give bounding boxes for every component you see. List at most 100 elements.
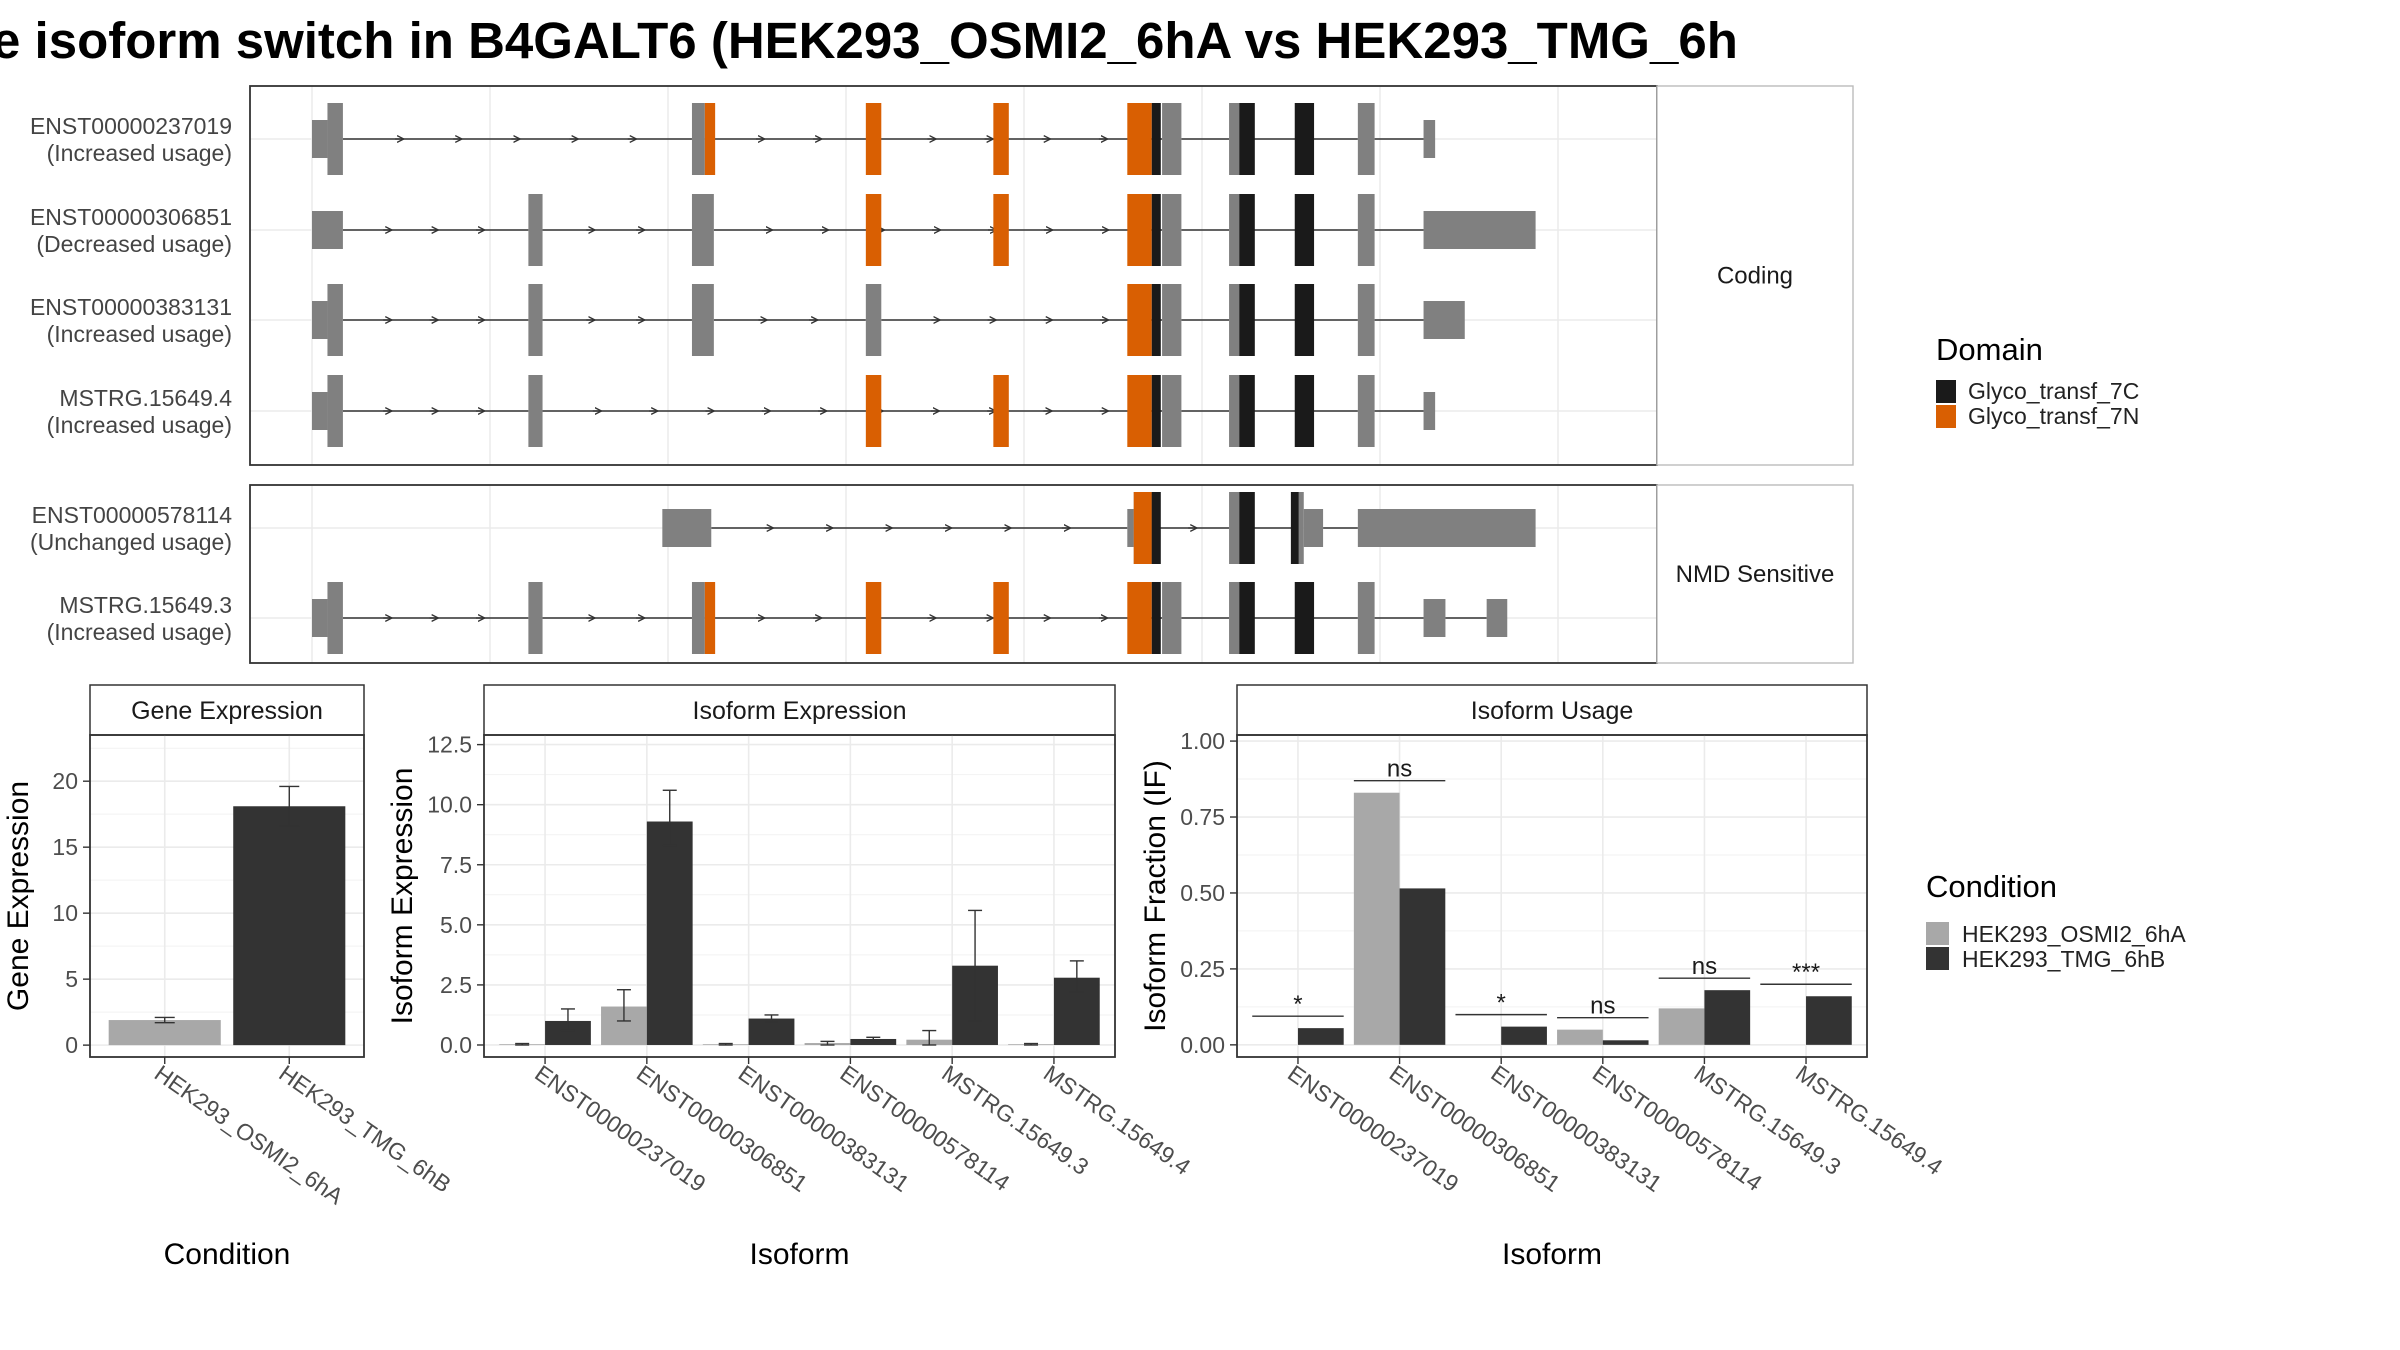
coding-exon [1162,103,1182,175]
utr-exon [1127,509,1134,547]
chart-border [89,734,365,1058]
bar-ENST00000578114-0 [1557,1029,1603,1045]
chart-bars [108,785,346,1046]
x-axis: ENST00000237019ENST00000306851ENST000003… [530,1057,1196,1197]
y-tick-label: 15 [52,834,78,860]
transcript-id-label: ENST00000578114 [32,502,233,528]
domain-glyco-transf-7n [865,582,882,654]
domain-legend-key [1936,380,1956,403]
chart-bars [499,789,1100,1046]
transcript-id-label: MSTRG.15649.3 [59,592,232,618]
coding-exon [691,582,705,654]
utr-exon [1423,599,1446,637]
utr-exon [312,120,328,158]
chart-title: Isoform Expression [693,697,907,725]
domain-glyco-transf-7n [993,194,1009,266]
transcript-usage-label: (Increased usage) [47,140,232,166]
domain-glyco-transf-7c [1294,284,1315,356]
domain-glyco-transf-7n [1133,492,1152,564]
coding-exon [327,582,343,654]
domain-glyco-transf-7n [865,103,882,175]
coding-exon [691,284,714,356]
coding-exon [528,582,543,654]
domain-glyco-transf-7n [865,375,882,447]
domain-glyco-transf-7c [1151,194,1161,266]
domain-legend-title: Domain [1936,332,2043,367]
domain-glyco-transf-7c [1290,492,1299,564]
x-tick-label: ENST00000383131 [734,1060,914,1197]
y-axis: 0 5 10 15 20 [52,768,90,1058]
coding-exon [327,375,343,447]
bar-HEK293_OSMI2_6hA [108,1020,221,1046]
coding-exon [1357,582,1375,654]
y-axis: 0.00 0.25 0.50 0.75 1.00 [1180,728,1237,1058]
x-tick-label: ENST00000383131 [1486,1060,1666,1197]
transcript-MSTRG.15649.3: MSTRG.15649.3(Increased usage) [47,582,1508,654]
domain-glyco-transf-7c [1294,582,1315,654]
y-tick-label: 0.00 [1180,1032,1225,1058]
coding-exon [1357,284,1375,356]
y-tick-label: 5 [65,966,78,992]
bar-ENST00000383131-1 [748,1018,795,1045]
y-tick-label: 10.0 [427,792,472,818]
x-axis-label: Isoform [749,1238,849,1271]
domain-glyco-transf-7n [1127,284,1152,356]
utr-exon [1423,301,1465,339]
y-tick-label: 0.75 [1180,804,1225,830]
coding-exon [1357,194,1375,266]
utr-exon [1423,392,1436,430]
domain-glyco-transf-7c [1239,375,1255,447]
chart-border [483,734,1116,1058]
domain-glyco-transf-7n [993,375,1009,447]
significance-label: ns [1387,756,1412,783]
y-tick-label: 0 [65,1032,78,1058]
bar-MSTRG.15649.3-1 [1704,990,1751,1045]
coding-exon [528,194,543,266]
chart-border [1236,734,1868,1058]
bar-MSTRG.15649.4-1 [1806,996,1852,1045]
transcript-id-label: MSTRG.15649.4 [59,385,232,411]
domain-glyco-transf-7c [1239,492,1255,564]
bar-ENST00000306851-1 [646,821,693,1045]
domain-glyco-transf-7n [993,582,1009,654]
x-axis: ENST00000237019ENST00000306851ENST000003… [1283,1057,1948,1197]
domain-glyco-transf-7c [1239,103,1255,175]
y-tick-label: 12.5 [427,732,472,758]
condition-legend-label: HEK293_TMG_6hB [1962,946,2165,972]
domain-glyco-transf-7c [1294,375,1315,447]
utr-exon [1303,509,1324,547]
significance-label: ns [1590,993,1615,1020]
domain-glyco-transf-7c [1151,375,1161,447]
coding-exon [691,103,705,175]
domain-glyco-transf-7n [704,103,716,175]
bar-MSTRG.15649.3-0 [1658,1008,1705,1045]
domain-legend-label: Glyco_transf_7N [1968,403,2139,429]
x-tick-label: ENST00000237019 [530,1060,710,1197]
condition-legend-key [1926,947,1949,970]
condition-legend-title: Condition [1926,869,2057,904]
isoform-usage-chart: Isoform Usage * ns * ns ns *** 0.00 0.25 0.50 0.75… [1139,684,1948,1271]
coding-exon [691,194,714,266]
chart-strip [483,684,1116,736]
y-axis-label: Isoform Expression [386,768,419,1025]
significance-label: * [1293,991,1302,1018]
transcript-usage-label: (Increased usage) [47,412,232,438]
coding-exon [1357,103,1375,175]
x-axis-label: Isoform [1502,1238,1602,1271]
y-axis: 0.0 2.5 5.0 7.5 10.0 12.5 [427,732,484,1058]
chart-title: Isoform Usage [1471,697,1634,725]
transcript-ENST00000578114: ENST00000578114(Unchanged usage) [30,492,1536,564]
transcript-usage-label: (Increased usage) [47,321,232,347]
x-tick-label: ENST00000306851 [632,1060,812,1197]
transcript-ENST00000383131: ENST00000383131(Increased usage) [30,284,1465,356]
bar-ENST00000306851-0 [1353,792,1400,1045]
coding-exon [1162,375,1182,447]
utr-exon [312,211,343,249]
transcript-MSTRG.15649.4: MSTRG.15649.4(Increased usage) [47,375,1436,447]
strip-label: Coding [1717,263,1793,290]
transcript-usage-label: (Decreased usage) [36,231,232,257]
